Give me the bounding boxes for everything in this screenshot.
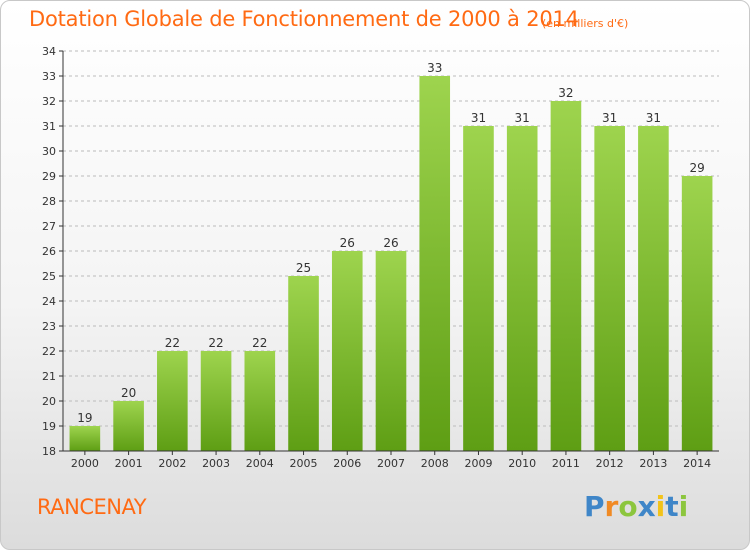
y-tick-label: 31 <box>42 120 56 133</box>
bar-2009 <box>463 126 494 451</box>
bar-2006 <box>331 251 363 451</box>
x-tick-label-2014: 2014 <box>683 457 711 470</box>
logo-letter: o <box>618 490 638 523</box>
y-tick-label: 18 <box>42 445 56 458</box>
x-tick-label-2004: 2004 <box>246 457 274 470</box>
value-label-2010: 31 <box>515 111 530 125</box>
x-tick-label-2002: 2002 <box>158 457 186 470</box>
x-tick-label-2012: 2012 <box>596 457 624 470</box>
y-tick-label: 21 <box>42 370 56 383</box>
x-tick-label-2003: 2003 <box>202 457 230 470</box>
axes <box>59 50 719 455</box>
value-label-2003: 22 <box>208 336 223 350</box>
logo-letter: r <box>604 490 619 523</box>
bar-2011 <box>550 101 582 451</box>
y-tick-label: 29 <box>42 170 56 183</box>
value-label-2012: 31 <box>602 111 617 125</box>
bar-2005 <box>288 276 319 451</box>
x-tick-label-2001: 2001 <box>115 457 143 470</box>
y-tick-label: 33 <box>42 70 56 83</box>
value-label-2011: 32 <box>558 86 573 100</box>
value-label-2009: 31 <box>471 111 486 125</box>
y-tick-label: 24 <box>42 295 56 308</box>
bar-2014 <box>681 176 713 451</box>
y-tick-label: 34 <box>42 45 56 58</box>
bar-2002 <box>157 351 188 451</box>
x-tick-label-2013: 2013 <box>639 457 667 470</box>
x-tick-label-2005: 2005 <box>290 457 318 470</box>
logo-letter: x <box>637 490 656 523</box>
bars <box>69 76 713 451</box>
value-label-2013: 31 <box>646 111 661 125</box>
bar-2000 <box>69 426 101 451</box>
y-tick-label: 28 <box>42 195 56 208</box>
x-tick-label-2008: 2008 <box>421 457 449 470</box>
bar-2003 <box>200 351 232 451</box>
bar-2008 <box>419 76 451 451</box>
x-tick-label-2009: 2009 <box>464 457 492 470</box>
bar-2012 <box>594 126 625 451</box>
y-tick-label: 23 <box>42 320 56 333</box>
y-tick-label: 26 <box>42 245 56 258</box>
x-tick-label-2007: 2007 <box>377 457 405 470</box>
bar-2010 <box>506 126 538 451</box>
value-label-2000: 19 <box>77 411 92 425</box>
value-label-2005: 25 <box>296 261 311 275</box>
value-label-2008: 33 <box>427 61 442 75</box>
y-tick-label: 22 <box>42 345 56 358</box>
chart-title: Dotation Globale de Fonctionnement de 20… <box>29 7 579 31</box>
y-tick-label: 20 <box>42 395 56 408</box>
y-tick-label: 30 <box>42 145 56 158</box>
y-tick-label: 25 <box>42 270 56 283</box>
labels: 18 19 20 21 22 23 24 25 26 27 28 29 30 31 32 33 34 19 2000… <box>42 45 711 470</box>
value-label-2002: 22 <box>165 336 180 350</box>
y-tick-label: 32 <box>42 95 56 108</box>
commune-name: RANCENAY <box>37 495 147 519</box>
logo-letter: i <box>655 490 666 523</box>
x-tick-label-2011: 2011 <box>552 457 580 470</box>
bar-2013 <box>638 126 669 451</box>
chart-subtitle: (en milliers d'€) <box>542 17 629 30</box>
logo-letter: i <box>678 490 689 523</box>
value-label-2014: 29 <box>689 161 704 175</box>
value-label-2006: 26 <box>340 236 355 250</box>
x-tick-label-2000: 2000 <box>71 457 99 470</box>
bar-2004 <box>244 351 276 451</box>
value-label-2007: 26 <box>383 236 398 250</box>
x-tick-label-2006: 2006 <box>333 457 361 470</box>
bar-2007 <box>375 251 407 451</box>
logo-letter: t <box>665 490 679 523</box>
value-label-2001: 20 <box>121 386 136 400</box>
logo-letter: P <box>584 490 605 523</box>
x-tick-label-2010: 2010 <box>508 457 536 470</box>
y-tick-label: 27 <box>42 220 56 233</box>
y-tick-label: 19 <box>42 420 56 433</box>
bar-2001 <box>113 401 144 451</box>
value-label-2004: 22 <box>252 336 267 350</box>
proxiti-logo: Proxiti <box>584 490 688 523</box>
